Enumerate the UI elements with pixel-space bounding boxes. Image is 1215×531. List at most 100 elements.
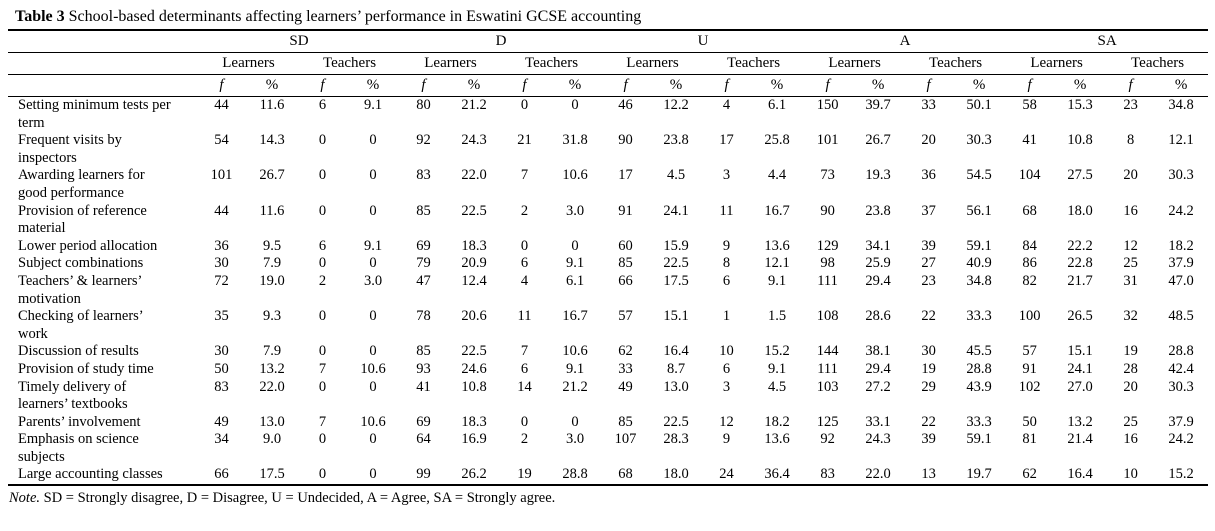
frequency-cell: 98	[820, 255, 835, 272]
frequency-cell: 54	[214, 132, 229, 149]
percent-cell: 12.1	[764, 255, 790, 272]
percent-cell: 38.1	[865, 343, 891, 360]
measure-header-row: f% f% f% f% f% f% f% f% f% f%	[8, 74, 1209, 97]
percent-cell: 17.5	[245, 466, 299, 487]
percent-cell: 9.1	[767, 272, 787, 289]
frequency-cell: 10	[1107, 466, 1155, 487]
frequency-cell: 41	[416, 378, 431, 395]
row-label: Provision of reference material	[18, 202, 147, 237]
frequency-cell: 6	[318, 97, 327, 113]
frequency-cell: 13	[905, 466, 953, 487]
table-head: SD D U A SA Learners Teachers Learners Teachers L…	[8, 31, 1209, 97]
frequency-cell: 30	[214, 343, 229, 360]
percent-header: %	[1154, 74, 1209, 97]
percent-cell: 15.3	[1067, 97, 1093, 113]
subgroup-header-learners: Learners	[602, 52, 704, 75]
row-label: Awarding learners for good performance	[18, 167, 145, 201]
group-header-row: SD D U A SA	[8, 31, 1209, 53]
frequency-cell: 84	[1022, 237, 1037, 254]
frequency-cell: 92	[820, 431, 835, 448]
frequency-cell: 23	[921, 272, 936, 289]
frequency-cell: 91	[1022, 360, 1037, 377]
frequency-cell: 1	[722, 308, 731, 325]
percent-cell: 24.1	[1067, 360, 1093, 377]
percent-cell: 18.0	[649, 466, 704, 487]
frequency-cell: 20	[921, 132, 936, 149]
row-label: Frequent visits by inspectors	[18, 132, 122, 166]
table-row: Subject combinations 30 7.9 0 0 79 20.9 6 9.1 85 2…	[8, 255, 1208, 273]
subgroup-header-teachers: Teachers	[501, 52, 603, 75]
percent-cell: 20.9	[461, 255, 487, 272]
frequency-cell: 0	[318, 308, 327, 325]
percent-cell: 9.1	[363, 97, 383, 113]
percent-cell: 20.6	[461, 308, 487, 325]
percent-cell: 12.4	[461, 272, 487, 289]
group-header-d: D	[400, 31, 603, 53]
frequency-cell: 29	[921, 378, 936, 395]
percent-header: %	[346, 74, 400, 97]
percent-cell: 15.2	[1154, 466, 1209, 487]
percent-cell: 3.0	[363, 272, 383, 289]
percent-cell: 24.3	[461, 132, 487, 149]
row-label: Emphasis on science subjects	[18, 431, 139, 465]
frequency-cell: 3	[722, 167, 731, 184]
frequency-cell: 24	[703, 466, 751, 487]
frequency-cell: 86	[1022, 255, 1037, 272]
percent-cell: 21.2	[562, 378, 588, 395]
percent-cell: 17.5	[663, 272, 689, 289]
frequency-cell: 19	[921, 360, 936, 377]
frequency-cell: 10	[719, 343, 734, 360]
frequency-cell: 68	[1022, 202, 1037, 219]
frequency-cell: 85	[416, 202, 431, 219]
frequency-cell: 101	[816, 132, 839, 149]
frequency-cell: 36	[921, 167, 936, 184]
group-header-sd: SD	[198, 31, 400, 53]
percent-cell: 4.4	[767, 167, 787, 184]
frequency-cell: 22	[921, 308, 936, 325]
frequency-cell: 35	[214, 308, 229, 325]
table-row: Frequent visits by inspectors 54 14.3 0 0 92 2…	[8, 132, 1208, 167]
row-label: Provision of study time	[18, 360, 154, 377]
table-note: Note. SD = Strongly disagree, D = Disagr…	[8, 486, 1208, 507]
frequency-cell: 16	[1123, 202, 1138, 219]
percent-cell: 0	[369, 132, 377, 149]
frequency-cell: 6	[722, 360, 731, 377]
frequency-cell: 62	[618, 343, 633, 360]
percent-cell: 6.1	[565, 272, 585, 289]
percent-cell: 36.4	[750, 466, 805, 487]
percent-cell: 9.3	[262, 308, 282, 325]
percent-cell: 16.7	[764, 202, 790, 219]
subgroup-header-teachers: Teachers	[1107, 52, 1209, 75]
percent-cell: 34.8	[966, 272, 992, 289]
frequency-cell: 9	[722, 237, 731, 254]
frequency-cell: 91	[618, 202, 633, 219]
group-header-a: A	[804, 31, 1007, 53]
percent-cell: 10.6	[360, 413, 386, 430]
percent-cell: 28.8	[966, 360, 992, 377]
frequency-cell: 44	[214, 97, 229, 113]
frequency-cell: 21	[517, 132, 532, 149]
frequency-cell: 7	[520, 167, 529, 184]
percent-cell: 13.6	[764, 237, 790, 254]
frequency-cell: 30	[921, 343, 936, 360]
subgroup-header-learners: Learners	[198, 52, 299, 75]
frequency-cell: 100	[1018, 308, 1041, 325]
percent-cell: 14.3	[259, 132, 285, 149]
frequency-cell: 32	[1123, 308, 1138, 325]
frequency-cell: 7	[520, 343, 529, 360]
frequency-cell: 85	[618, 413, 633, 430]
frequency-cell: 92	[416, 132, 431, 149]
percent-cell: 28.6	[865, 308, 891, 325]
frequency-cell: 17	[618, 167, 633, 184]
table-row: Lower period allocation 36 9.5 6 9.1 69 18.3 0 0…	[8, 238, 1208, 256]
percent-header: %	[952, 74, 1007, 97]
frequency-cell: 22	[921, 413, 936, 430]
subgroup-header-learners: Learners	[804, 52, 906, 75]
percent-cell: 43.9	[966, 378, 992, 395]
frequency-cell: 64	[416, 431, 431, 448]
frequency-header: f	[905, 74, 953, 97]
frequency-cell: 0	[318, 343, 327, 360]
percent-cell: 25.9	[865, 255, 891, 272]
percent-cell: 29.4	[865, 272, 891, 289]
percent-cell: 13.2	[1067, 413, 1093, 430]
